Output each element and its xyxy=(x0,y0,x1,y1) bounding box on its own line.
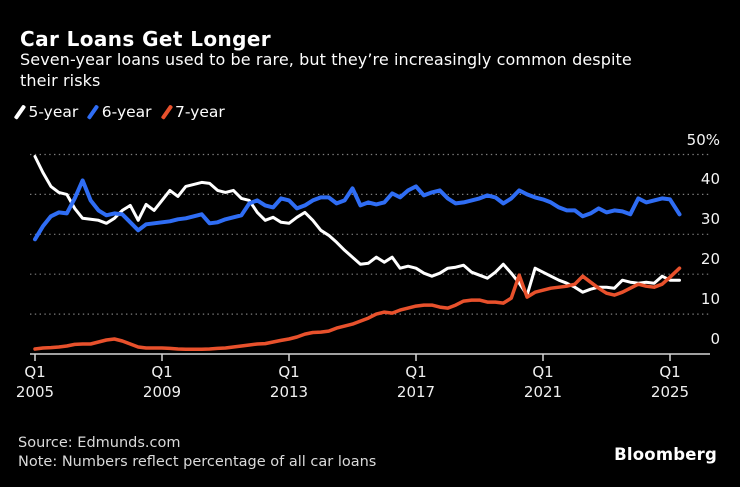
chart-footer: Source: Edmunds.com Note: Numbers reflec… xyxy=(18,434,376,471)
chart-subtitle-line1: Seven-year loans used to be rare, but th… xyxy=(20,50,632,69)
chart-title: Car Loans Get Longer xyxy=(20,27,272,51)
x-axis-label-year: 2013 xyxy=(269,383,309,401)
bloomberg-logo: Bloomberg xyxy=(614,445,717,464)
x-axis-label: Q1 2017 xyxy=(384,362,448,402)
x-axis-label-year: 2017 xyxy=(396,383,436,401)
x-axis-label-year: 2021 xyxy=(523,383,563,401)
x-axis-label-quarter: Q1 xyxy=(151,363,173,381)
x-axis-label-quarter: Q1 xyxy=(278,363,300,381)
legend-label-5-year: 5-year xyxy=(28,103,79,121)
y-axis-label: 40 xyxy=(700,170,720,188)
x-axis-label: Q1 2005 xyxy=(3,362,67,402)
legend-item-5-year: 5-year xyxy=(13,103,79,121)
legend-item-6-year: 6-year xyxy=(86,103,152,121)
x-axis-label-year: 2009 xyxy=(142,383,182,401)
y-axis-label: 30 xyxy=(700,210,720,228)
source-text: Source: Edmunds.com xyxy=(18,435,181,451)
chart-legend: 5-year 6-year 7-year xyxy=(13,103,225,121)
x-axis-label-year: 2005 xyxy=(15,383,55,401)
y-axis-label: 50% xyxy=(686,131,720,149)
x-axis-label-quarter: Q1 xyxy=(532,363,554,381)
x-axis-label-quarter: Q1 xyxy=(659,363,681,381)
x-axis-label: Q1 2009 xyxy=(130,362,194,402)
x-axis-label-year: 2025 xyxy=(650,383,690,401)
series-line-6-year xyxy=(33,178,682,242)
x-axis-label: Q1 2025 xyxy=(638,362,702,402)
x-axis-label-quarter: Q1 xyxy=(24,363,46,381)
legend-label-6-year: 6-year xyxy=(101,103,152,121)
series-line-7-year xyxy=(33,266,682,351)
x-axis-label: Q1 2013 xyxy=(257,362,321,402)
y-axis-label: 20 xyxy=(700,250,720,268)
legend-item-7-year: 7-year xyxy=(160,103,225,121)
x-axis-label-quarter: Q1 xyxy=(405,363,427,381)
legend-label-7-year: 7-year xyxy=(175,103,225,121)
note-text: Note: Numbers reflect percentage of all … xyxy=(18,453,377,470)
chart-subtitle-line2: their risks xyxy=(20,71,101,90)
x-axis-label: Q1 2021 xyxy=(511,362,575,402)
y-axis-label: 0 xyxy=(710,330,720,348)
y-axis-label: 10 xyxy=(700,290,720,308)
